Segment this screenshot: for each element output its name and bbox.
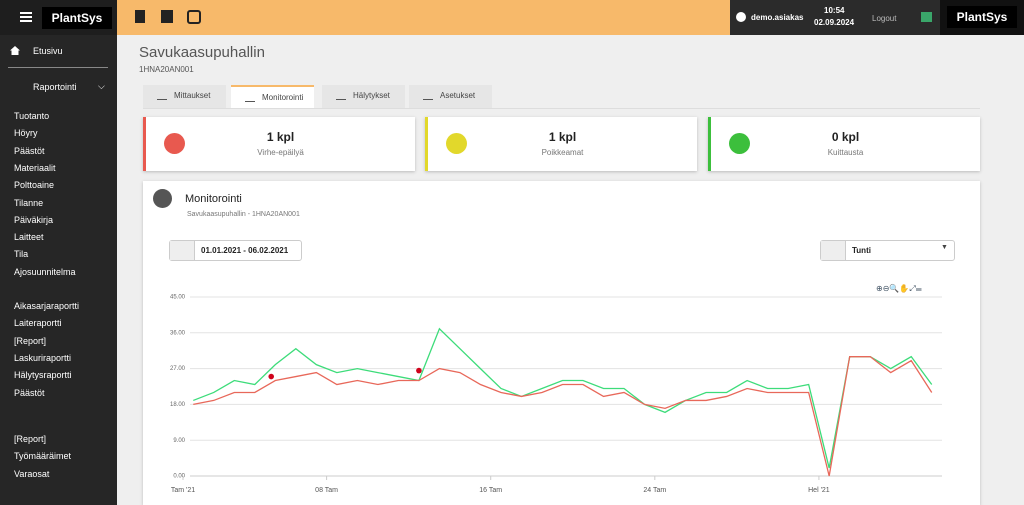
series-line xyxy=(193,356,933,477)
home-icon xyxy=(10,46,20,55)
logout[interactable]: Logout xyxy=(872,14,897,23)
tab-label: Mittaukset xyxy=(174,91,211,100)
x-tick-label: Tam '21 xyxy=(171,487,195,494)
event-marker xyxy=(268,373,275,380)
nav-item[interactable]: Laitteet xyxy=(14,232,44,243)
x-tick-label: Hel '21 xyxy=(808,487,830,494)
status-label: Kuittausta xyxy=(827,148,864,157)
tool-icon[interactable] xyxy=(161,10,173,23)
logo[interactable]: PlantSys xyxy=(42,7,112,29)
panel: Monitorointi Savukaasupuhallin - 1HNA20A… xyxy=(143,181,980,505)
menu-button[interactable] xyxy=(20,12,32,14)
tool-icon[interactable] xyxy=(187,10,201,24)
user-name[interactable]: demo.asiakas xyxy=(751,13,804,22)
y-tick-label: 9.00 xyxy=(173,438,185,444)
tab-label: Monitorointi xyxy=(262,93,304,102)
nav-item[interactable]: Materiaalit xyxy=(14,162,56,173)
nav-item[interactable]: Laskuriraportti xyxy=(14,352,72,363)
status-icon xyxy=(729,133,750,154)
tab[interactable]: Hälytykset xyxy=(322,85,405,108)
page-title: Savukaasupuhallin xyxy=(139,44,265,61)
tab[interactable]: Asetukset xyxy=(409,85,492,108)
x-tick-label: 16 Tam xyxy=(479,487,502,494)
nav-item[interactable]: Höyry xyxy=(14,128,38,139)
status-value: 1 kpl xyxy=(548,130,577,144)
nav-item[interactable]: Laiteraportti xyxy=(14,318,62,329)
date-picker[interactable]: 01.01.2021 - 06.02.2021 xyxy=(169,240,302,261)
panel-icon xyxy=(153,189,172,208)
nav-item[interactable]: Aikasarjaraportti xyxy=(14,301,80,311)
top-left: PlantSys xyxy=(0,0,117,35)
status-card[interactable]: 1 kpl Poikkeamat xyxy=(425,117,697,171)
x-tick-label: 24 Tam xyxy=(643,487,666,494)
status-card[interactable]: 1 kpl Virhe-epäilyä xyxy=(143,117,415,171)
tab-label: Asetukset xyxy=(440,91,476,100)
nav-item[interactable]: Työmääräimet xyxy=(14,451,72,462)
nav-item[interactable]: Päästöt xyxy=(14,387,45,398)
calendar-icon xyxy=(170,241,195,260)
nav-item[interactable]: Päästöt xyxy=(14,145,45,156)
nav-item[interactable]: Tila xyxy=(14,249,29,260)
panel-subtitle: Savukaasupuhallin - 1HNA20AN001 xyxy=(187,211,300,218)
tab[interactable]: Monitorointi xyxy=(231,85,314,108)
interval: Tunti xyxy=(852,246,871,255)
user-bar: demo.asiakas 10:54 02.09.2024 Logout xyxy=(730,0,940,35)
tab-icon xyxy=(245,95,255,102)
x-tick-label: 08 Tam xyxy=(315,487,338,494)
tab-icon xyxy=(423,93,433,100)
dropdown-arrow: ▼ xyxy=(941,244,948,251)
nav-item[interactable]: Päiväkirja xyxy=(14,214,54,225)
logo: PlantSys xyxy=(947,6,1017,28)
y-tick-label: 45.00 xyxy=(170,295,186,301)
status-icon xyxy=(446,133,467,154)
tab-label: Hälytykset xyxy=(353,91,390,100)
date: 02.09.2024 xyxy=(814,18,855,27)
chevron: ⌵ xyxy=(98,81,105,91)
series-line xyxy=(193,327,933,469)
y-tick-label: 0.00 xyxy=(173,474,185,480)
status-value: 1 kpl xyxy=(266,130,295,144)
date-range: 01.01.2021 - 06.02.2021 xyxy=(201,246,289,255)
top-right: PlantSys xyxy=(940,0,1024,35)
tool-icon[interactable] xyxy=(135,10,145,23)
tab[interactable]: Mittaukset xyxy=(143,85,226,108)
y-tick-label: 18.00 xyxy=(170,402,186,408)
page-subtitle: 1HNA20AN001 xyxy=(139,65,194,74)
nav-item[interactable]: Tilanne xyxy=(14,197,44,208)
toolbar xyxy=(117,0,730,35)
nav-item[interactable]: Polttoaine xyxy=(14,180,55,191)
y-tick-label: 27.00 xyxy=(170,366,186,372)
nav-item[interactable]: Ajosuunnitelma xyxy=(14,266,76,277)
status-label: Virhe-epäilyä xyxy=(257,148,304,157)
nav-item[interactable]: Hälytysraportti xyxy=(14,370,72,381)
status-value: 0 kpl xyxy=(831,130,860,144)
divider xyxy=(8,67,108,68)
nav-section[interactable]: Raportointi xyxy=(33,82,77,92)
nav-item[interactable]: Tuotanto xyxy=(14,111,50,121)
y-tick-label: 36.00 xyxy=(170,330,186,336)
status-label: Poikkeamat xyxy=(541,148,584,157)
tab-icon xyxy=(157,93,167,100)
event-marker xyxy=(416,367,422,374)
nav-item[interactable]: Etusivu xyxy=(33,46,63,56)
nav-item[interactable]: [Report] xyxy=(14,434,47,444)
chart-toolbar[interactable]: ⊕⊖🔍✋⤢☰ xyxy=(876,284,922,293)
panel-title: Monitorointi xyxy=(185,193,242,205)
tab-line xyxy=(143,108,980,109)
tab-icon xyxy=(336,93,346,100)
clock-icon xyxy=(821,241,846,260)
time: 10:54 xyxy=(824,6,845,15)
nav-item[interactable]: Varaosat xyxy=(14,468,50,479)
screen-icon[interactable] xyxy=(921,12,932,22)
user-icon xyxy=(736,12,746,22)
interval-select[interactable]: Tunti ▼ xyxy=(820,240,955,261)
sidebar: Etusivu Raportointi ⌵ Tuotanto Höyry Pääst… xyxy=(0,35,117,505)
status-card[interactable]: 0 kpl Kuittausta xyxy=(708,117,980,171)
status-icon xyxy=(164,133,185,154)
nav-item[interactable]: [Report] xyxy=(14,335,47,346)
